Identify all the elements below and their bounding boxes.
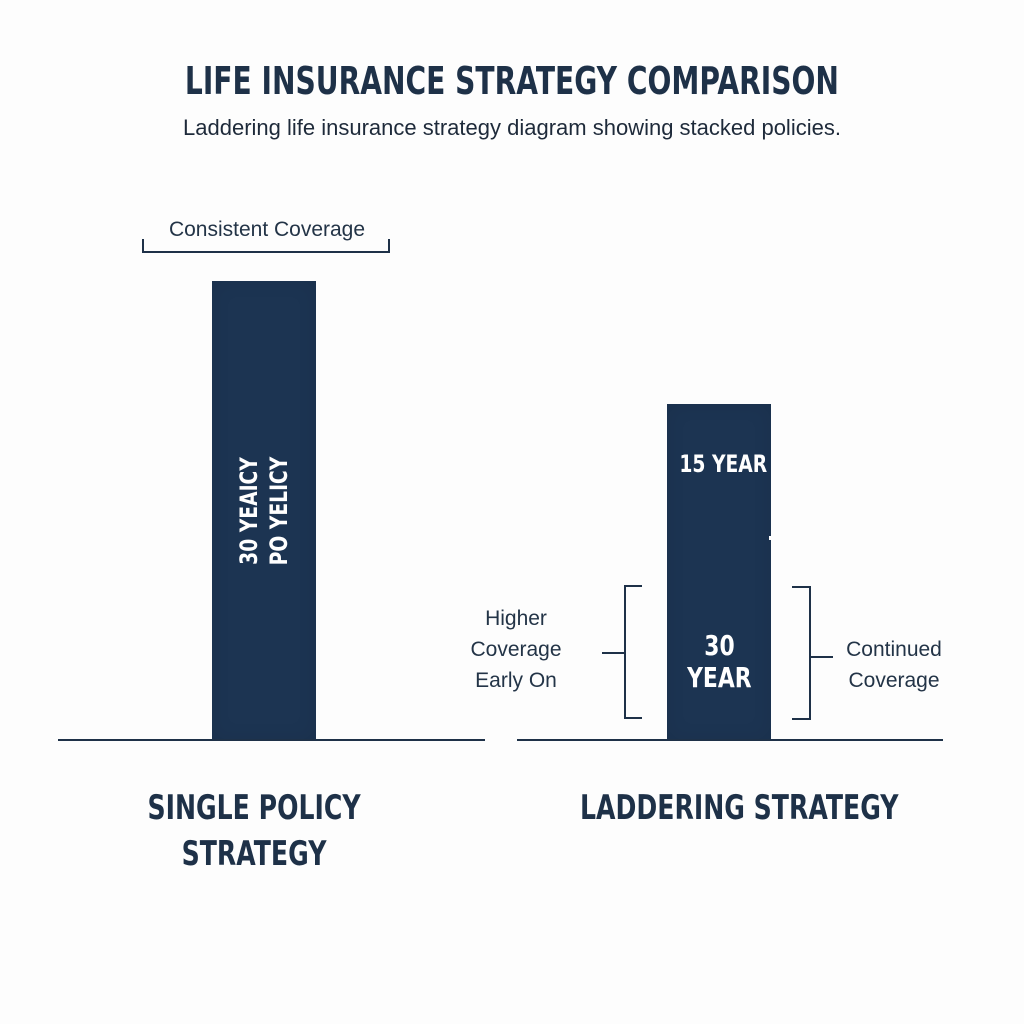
annotation-line: Continued [846, 638, 942, 661]
annotation-line: Coverage [848, 669, 940, 692]
laddering-stacked-bar [667, 404, 771, 740]
laddering-baseline [517, 739, 943, 741]
consistent-coverage-bracket [142, 239, 390, 253]
thirty-year-policy-number-text: 30 [703, 629, 735, 662]
single-policy-caption: SINGLE POLICY STRATEGY [104, 785, 404, 877]
higher-coverage-bracket [624, 585, 642, 719]
consistent-coverage-label: Consistent Coverage [168, 218, 366, 241]
single-policy-baseline [58, 739, 485, 741]
single-policy-bar-label-line2: PO YELICY [265, 456, 293, 565]
annotation-line: Higher [485, 607, 547, 630]
higher-coverage-bracket-tick [602, 652, 625, 654]
single-policy-bar-label: 30 YEAICY PO YELICY [212, 281, 316, 740]
higher-coverage-annotation: Higher Coverage Early On [456, 603, 576, 696]
fifteen-year-policy-text: 15 YEAR [679, 450, 768, 478]
diagram-title-text: LIFE INSURANCE STRATEGY COMPARISON [184, 59, 840, 103]
laddering-caption-text: LADDERING STRATEGY [580, 788, 899, 828]
annotation-line: Early On [475, 669, 557, 692]
thirty-year-policy-label-number: 30 [667, 630, 771, 662]
annotation-line: Coverage [470, 638, 562, 661]
thirty-year-policy-label-unit: YEAR [667, 662, 771, 694]
thirty-year-policy-unit-text: YEAR [686, 661, 752, 694]
laddering-caption: LADDERING STRATEGY [528, 785, 928, 831]
laddering-policy-divider [769, 536, 771, 540]
diagram-subtitle: Laddering life insurance strategy diagra… [183, 115, 841, 140]
single-policy-caption-line1: SINGLE POLICY [147, 788, 361, 828]
single-policy-bar [212, 281, 316, 740]
continued-coverage-bracket [792, 586, 811, 720]
diagram-title: LIFE INSURANCE STRATEGY COMPARISON [0, 58, 1024, 104]
fifteen-year-policy-label: 15 YEAR [667, 448, 771, 480]
single-policy-caption-line2: STRATEGY [181, 834, 327, 874]
single-policy-bar-label-line1: 30 YEAICY [235, 456, 263, 565]
continued-coverage-annotation: Continued Coverage [834, 634, 954, 696]
continued-coverage-bracket-tick [810, 656, 833, 658]
